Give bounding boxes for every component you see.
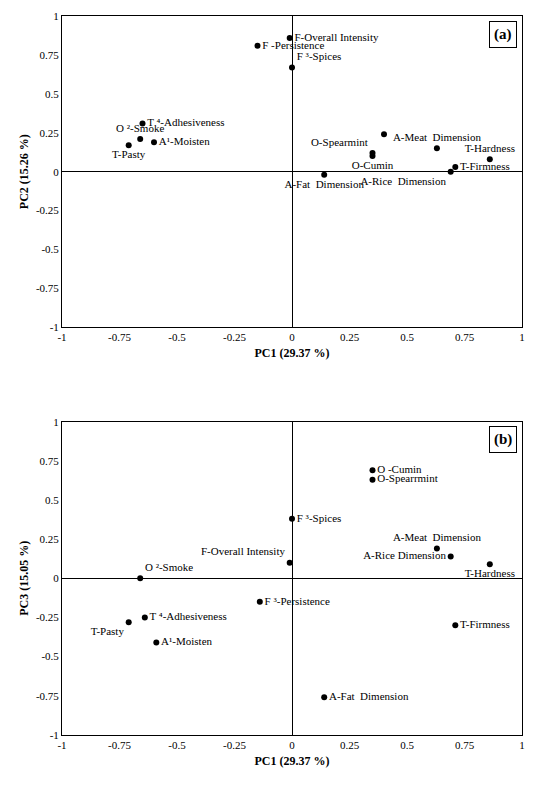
svg-text:F ³-Spices: F ³-Spices [297, 50, 342, 62]
svg-text:1: 1 [53, 416, 59, 428]
svg-text:1: 1 [519, 331, 525, 343]
svg-text:O ²-Smoke: O ²-Smoke [116, 122, 164, 134]
svg-text:F-Overall Intensity: F-Overall Intensity [201, 545, 286, 557]
svg-text:T-Pasty: T-Pasty [112, 148, 146, 160]
svg-text:T ⁴-Adhesiveness: T ⁴-Adhesiveness [150, 610, 227, 622]
svg-text:-0.5: -0.5 [168, 739, 186, 751]
svg-text:0.5: 0.5 [400, 331, 414, 343]
svg-text:0.25: 0.25 [340, 739, 360, 751]
svg-text:T-Hardness: T-Hardness [465, 142, 515, 154]
svg-text:T-Hardness: T-Hardness [465, 567, 515, 579]
svg-text:O -Cumin: O -Cumin [377, 463, 422, 475]
svg-text:A¹-Moisten: A¹-Moisten [161, 635, 212, 647]
svg-text:1: 1 [519, 739, 525, 751]
svg-text:0: 0 [53, 166, 59, 178]
svg-text:O-Cumin: O-Cumin [352, 159, 394, 171]
svg-text:-0.25: -0.25 [223, 739, 246, 751]
svg-text:F ³-Persistence: F ³-Persistence [265, 595, 330, 607]
svg-text:-0.5: -0.5 [41, 243, 59, 255]
svg-text:0.25: 0.25 [40, 127, 60, 139]
svg-text:-1: -1 [57, 739, 66, 751]
svg-text:1: 1 [53, 10, 59, 22]
svg-text:(b): (b) [494, 431, 512, 448]
svg-text:A-Fat Dimension: A-Fat Dimension [329, 690, 409, 702]
svg-text:(a): (a) [494, 26, 512, 43]
svg-text:PC1 (29.37 %): PC1 (29.37 %) [255, 754, 330, 768]
svg-text:T ⁴-Adhesiveness: T ⁴-Adhesiveness [147, 116, 224, 128]
svg-text:-0.75: -0.75 [36, 690, 59, 702]
svg-text:O ²-Smoke: O ²-Smoke [145, 561, 193, 573]
svg-text:-1: -1 [50, 321, 59, 333]
svg-text:O-Spearmint: O-Spearmint [311, 136, 368, 148]
svg-text:A-Rice Dimension: A-Rice Dimension [363, 549, 446, 561]
svg-text:0.75: 0.75 [40, 49, 60, 61]
svg-text:0: 0 [53, 572, 59, 584]
svg-text:A¹-Moisten: A¹-Moisten [159, 135, 210, 147]
svg-text:-0.25: -0.25 [36, 611, 59, 623]
svg-text:A-Fat Dimension: A-Fat Dimension [284, 178, 364, 190]
svg-text:-0.75: -0.75 [108, 739, 131, 751]
svg-text:-1: -1 [50, 729, 59, 741]
svg-text:F-Overall Intensity: F-Overall Intensity [294, 31, 379, 43]
svg-text:F -Persistence: F -Persistence [262, 39, 324, 51]
svg-text:0.5: 0.5 [45, 494, 59, 506]
svg-text:0.25: 0.25 [340, 331, 360, 343]
svg-text:PC2 (15.26 %): PC2 (15.26 %) [17, 134, 31, 209]
svg-text:F ³-Spices: F ³-Spices [297, 512, 342, 524]
svg-text:O-Spearrmint: O-Spearrmint [377, 472, 437, 484]
svg-text:0.25: 0.25 [40, 533, 60, 545]
svg-text:-0.5: -0.5 [168, 331, 186, 343]
svg-text:0.5: 0.5 [400, 739, 414, 751]
svg-text:0.75: 0.75 [40, 455, 60, 467]
svg-text:-0.75: -0.75 [108, 331, 131, 343]
svg-text:0: 0 [289, 739, 295, 751]
svg-text:PC3 (15.05 %): PC3 (15.05 %) [17, 541, 31, 616]
svg-text:0.5: 0.5 [45, 88, 59, 100]
svg-text:PC1 (29.37 %): PC1 (29.37 %) [255, 346, 330, 360]
svg-text:T-Pasty: T-Pasty [91, 625, 125, 637]
svg-text:A-Meat Dimension: A-Meat Dimension [393, 131, 481, 143]
svg-text:A-Meat Dimension: A-Meat Dimension [393, 531, 481, 543]
svg-text:-1: -1 [57, 331, 66, 343]
svg-text:0.75: 0.75 [455, 331, 475, 343]
svg-text:A-Rice Dimension: A-Rice Dimension [360, 175, 446, 187]
svg-text:0.75: 0.75 [455, 739, 475, 751]
svg-text:T-Firmness: T-Firmness [460, 618, 510, 630]
svg-text:-0.25: -0.25 [36, 204, 59, 216]
svg-text:-0.25: -0.25 [223, 331, 246, 343]
svg-text:T-Firmness: T-Firmness [460, 160, 510, 172]
svg-text:-0.5: -0.5 [41, 650, 59, 662]
svg-text:0: 0 [289, 331, 295, 343]
svg-text:-0.75: -0.75 [36, 282, 59, 294]
